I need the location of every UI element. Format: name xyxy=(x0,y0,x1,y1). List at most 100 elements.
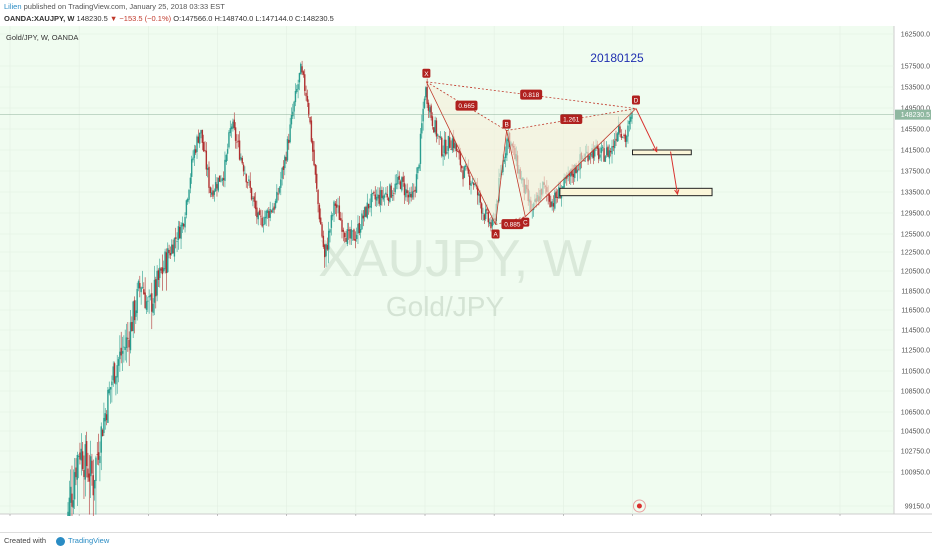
candle-body xyxy=(176,241,178,242)
candle-body xyxy=(320,217,322,225)
candle-body xyxy=(80,448,82,461)
pattern-point-a: A xyxy=(491,229,500,239)
candle-body xyxy=(587,152,589,162)
candle-body xyxy=(386,194,388,198)
candle-body xyxy=(461,165,463,169)
candle-body xyxy=(169,252,172,256)
candle-body xyxy=(217,177,219,191)
y-tick-label: 108500.0 xyxy=(901,389,930,396)
candle-body xyxy=(87,468,89,478)
tradingview-link[interactable]: TradingView xyxy=(68,536,110,545)
watermark-symbol: XAUJPY, W xyxy=(318,230,592,288)
candle-body xyxy=(435,120,438,137)
candle-body xyxy=(438,136,440,138)
candle-body xyxy=(343,232,346,238)
event-marker-icon xyxy=(632,499,646,513)
candle-body xyxy=(362,215,364,219)
svg-text:0.818: 0.818 xyxy=(523,92,540,99)
candle-body xyxy=(270,210,273,212)
candle-body xyxy=(427,102,430,111)
candle-body xyxy=(152,303,154,313)
candle-body xyxy=(619,126,621,133)
candle-body xyxy=(604,156,607,162)
author-link[interactable]: Lilien xyxy=(4,2,22,11)
candle-body xyxy=(506,139,508,156)
candle-body xyxy=(405,188,407,198)
pattern-ratio-label: 0.885 xyxy=(501,219,524,230)
candle-body xyxy=(417,167,419,174)
candle-body xyxy=(218,175,221,182)
candle-body xyxy=(446,152,448,154)
candle-body xyxy=(617,124,620,135)
candle-body xyxy=(121,351,124,354)
candle-body xyxy=(442,154,444,157)
candle-body xyxy=(598,148,600,160)
candle-body xyxy=(310,120,313,142)
candle-body xyxy=(97,452,100,460)
candle-body xyxy=(261,217,263,227)
candle-body xyxy=(129,322,132,351)
footer-bar: Created with TradingView xyxy=(0,532,932,551)
y-tick-label: 137500.0 xyxy=(901,169,930,176)
candle-body xyxy=(237,140,239,142)
candle-body xyxy=(383,195,386,198)
price-chart[interactable]: 162500.0 157500.0 153500.0 149500.0 145500.0… xyxy=(0,26,932,516)
candle-body xyxy=(180,224,182,239)
candle-body xyxy=(91,460,93,474)
candle-body xyxy=(127,337,129,339)
candle-body xyxy=(304,74,306,91)
candle-body xyxy=(370,193,372,208)
candle-body xyxy=(411,191,414,198)
candle-body xyxy=(628,120,631,125)
y-tick-label: 110500.0 xyxy=(901,369,930,376)
candle-body xyxy=(399,181,402,189)
candle-body xyxy=(172,244,174,254)
candle-body xyxy=(415,174,418,193)
candle-body xyxy=(67,511,69,516)
candle-body xyxy=(369,206,371,208)
candle-body xyxy=(611,146,613,155)
candle-body xyxy=(167,248,169,273)
candle-body xyxy=(426,86,428,104)
y-tick-label: 145500.0 xyxy=(901,127,930,134)
y-tick-label: 133500.0 xyxy=(901,190,930,197)
candle-body xyxy=(181,222,184,227)
pattern-leg-bc xyxy=(506,130,526,217)
candle-body xyxy=(276,191,278,203)
candle-body xyxy=(88,473,90,482)
candle-body xyxy=(590,154,592,156)
candle-body xyxy=(445,139,447,155)
candle-body xyxy=(202,142,205,152)
candle-body xyxy=(125,337,128,348)
candle-body xyxy=(282,166,285,170)
candle-body xyxy=(232,121,234,129)
candle-body xyxy=(458,150,460,154)
candle-body xyxy=(443,139,446,154)
candle-body xyxy=(363,207,366,218)
candle-body xyxy=(605,147,608,156)
pattern-ratio-label: 1.261 xyxy=(560,114,583,125)
candle-body xyxy=(245,174,247,183)
candle-body xyxy=(139,283,141,289)
price-axis-background xyxy=(894,26,932,514)
candle-body xyxy=(572,173,575,178)
candle-body xyxy=(471,181,474,183)
candle-body xyxy=(425,87,427,98)
candle-body xyxy=(578,169,580,171)
candle-body xyxy=(200,130,202,134)
candle-body xyxy=(302,71,305,75)
candle-body xyxy=(608,150,611,159)
candle-body xyxy=(467,167,470,174)
candle-body xyxy=(503,159,505,162)
candle-body xyxy=(238,140,241,160)
candle-body xyxy=(338,205,341,220)
candle-body xyxy=(367,203,370,209)
candle-body xyxy=(201,129,204,143)
candle-body xyxy=(103,417,105,434)
candle-body xyxy=(253,196,255,202)
candle-body xyxy=(189,177,192,189)
current-price-label: 148230.5 xyxy=(901,112,930,119)
y-tick-label: 122500.0 xyxy=(901,250,930,257)
candle-body xyxy=(107,389,109,423)
candle-body xyxy=(292,111,294,117)
